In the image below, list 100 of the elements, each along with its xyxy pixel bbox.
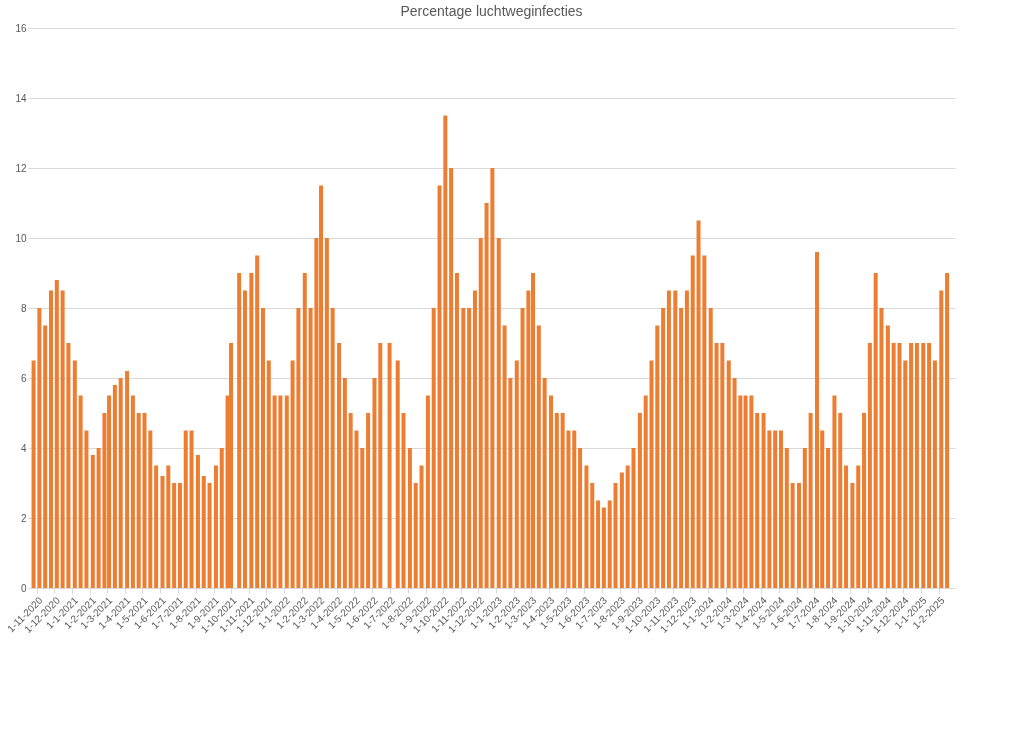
bar (237, 273, 242, 588)
bar (342, 378, 347, 588)
y-tick-label: 2 (20, 512, 27, 524)
y-tick-label: 16 (15, 22, 27, 34)
bar (856, 465, 861, 588)
bar (454, 273, 459, 588)
bar (401, 413, 406, 588)
bar (578, 448, 583, 588)
bar (590, 483, 595, 588)
bar (666, 290, 671, 588)
bar (903, 360, 908, 588)
bar (154, 465, 159, 588)
bar (207, 483, 212, 588)
bar (637, 413, 642, 588)
bar (536, 325, 541, 588)
bar (773, 430, 778, 588)
bar (136, 413, 141, 588)
bar (601, 507, 606, 588)
bar (885, 325, 890, 588)
bar (661, 308, 666, 588)
bar (266, 360, 271, 588)
bar (360, 448, 365, 588)
chart-title: Percentage luchtweginfecties (400, 3, 583, 19)
bar (461, 308, 466, 588)
bar (496, 238, 501, 588)
bar (939, 290, 944, 588)
bar (419, 465, 424, 588)
bar (330, 308, 335, 588)
bar (449, 168, 454, 588)
bar (542, 378, 547, 588)
bar (43, 325, 48, 588)
bar (242, 290, 247, 588)
bar (324, 238, 329, 588)
bar (708, 308, 713, 588)
bar (673, 290, 678, 588)
bar (572, 430, 577, 588)
bar (684, 290, 689, 588)
bar (260, 308, 265, 588)
bar (655, 325, 660, 588)
bar (514, 360, 519, 588)
bar (407, 448, 412, 588)
bar (815, 252, 820, 588)
bar (118, 378, 123, 588)
bar (619, 472, 624, 588)
bar (201, 476, 206, 588)
bar (690, 255, 695, 588)
bar (395, 360, 400, 588)
bar (549, 395, 554, 588)
bar (337, 343, 342, 588)
bar (413, 483, 418, 588)
bar (596, 500, 601, 588)
bar (679, 308, 684, 588)
y-tick-label: 12 (15, 162, 27, 174)
bar (219, 448, 224, 588)
bar (284, 395, 289, 588)
bar (909, 343, 914, 588)
y-tick-label: 6 (20, 372, 27, 384)
bar (54, 280, 59, 588)
y-tick-label: 8 (20, 302, 27, 314)
bar (72, 360, 77, 588)
bar (467, 308, 472, 588)
bar (921, 343, 926, 588)
bar (90, 455, 95, 588)
bar (472, 290, 477, 588)
bar (249, 273, 254, 588)
bar (927, 343, 932, 588)
bar (425, 395, 430, 588)
bar (255, 255, 260, 588)
bar (302, 273, 307, 588)
bar (189, 430, 194, 588)
bar (862, 413, 867, 588)
bar (790, 483, 795, 588)
bar (726, 360, 731, 588)
bar (372, 378, 377, 588)
bar (850, 483, 855, 588)
bar (387, 343, 392, 588)
bar (945, 273, 950, 588)
bar (125, 371, 130, 588)
bar (784, 448, 789, 588)
bar (797, 483, 802, 588)
y-tick-label: 10 (15, 232, 27, 244)
bar (932, 360, 937, 588)
bar (838, 413, 843, 588)
bar (832, 395, 837, 588)
y-tick-label: 4 (20, 442, 27, 454)
bar (112, 385, 117, 588)
bar (378, 343, 383, 588)
bar (844, 465, 849, 588)
bar (867, 343, 872, 588)
y-tick-label: 0 (20, 582, 27, 594)
bar (177, 483, 182, 588)
bar (554, 413, 559, 588)
bar (366, 413, 371, 588)
bar (826, 448, 831, 588)
bar (183, 430, 188, 588)
bar (808, 413, 813, 588)
bar (229, 343, 234, 588)
bar (478, 238, 483, 588)
bar (130, 395, 135, 588)
bar (172, 483, 177, 588)
